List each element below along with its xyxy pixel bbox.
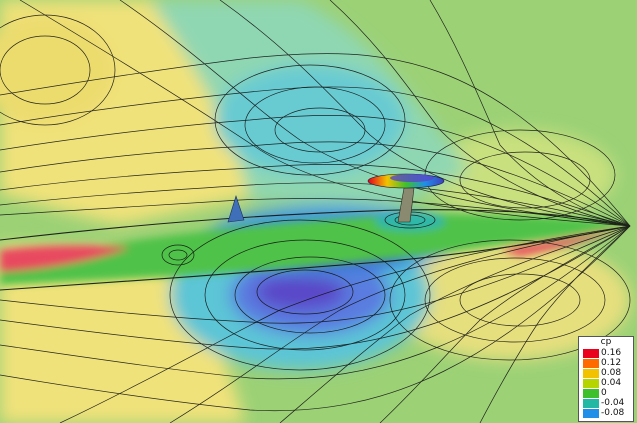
fuselage (0, 213, 630, 285)
region-left-lobe (0, 15, 115, 125)
colorbar-swatch (583, 409, 599, 418)
colorbar-title: cp (600, 337, 612, 347)
region-right-upper-positive (425, 130, 615, 220)
colorbar-swatch (583, 399, 599, 408)
colorbar-tick-label: -0.04 (601, 398, 625, 408)
region-right-lower-positive (390, 240, 630, 360)
colorbar-tick-label: -0.08 (601, 408, 625, 418)
colorbar-swatch (583, 359, 599, 368)
colorbar-legend: cp 0.16 0.12 0.08 0.04 0 -0.04 -0.08 (578, 336, 634, 422)
fuselage-band (0, 214, 630, 285)
dome-cap (390, 174, 434, 182)
colorbar-tick-label: 0.04 (601, 378, 622, 388)
colorbar-tick-label: 0 (601, 388, 607, 398)
colorbar-tick-label: 0.08 (601, 368, 622, 378)
colorbar-swatch (583, 369, 599, 378)
colorbar-swatch (583, 379, 599, 388)
canopy-fin (227, 195, 245, 223)
colorbar-swatch (583, 349, 599, 358)
colorbar-tick-label: 0.16 (601, 348, 622, 358)
colorbar-swatch (583, 389, 599, 398)
colorbar-tick-label: 0.12 (601, 358, 622, 368)
tail-high-pressure (500, 226, 630, 256)
nose-high-pressure (0, 245, 130, 272)
region-lower-left-positive (0, 245, 245, 423)
aircraft-geometry (227, 173, 445, 223)
region-upper-negative-core (215, 65, 405, 175)
region-lower-negative-peak (255, 274, 345, 310)
